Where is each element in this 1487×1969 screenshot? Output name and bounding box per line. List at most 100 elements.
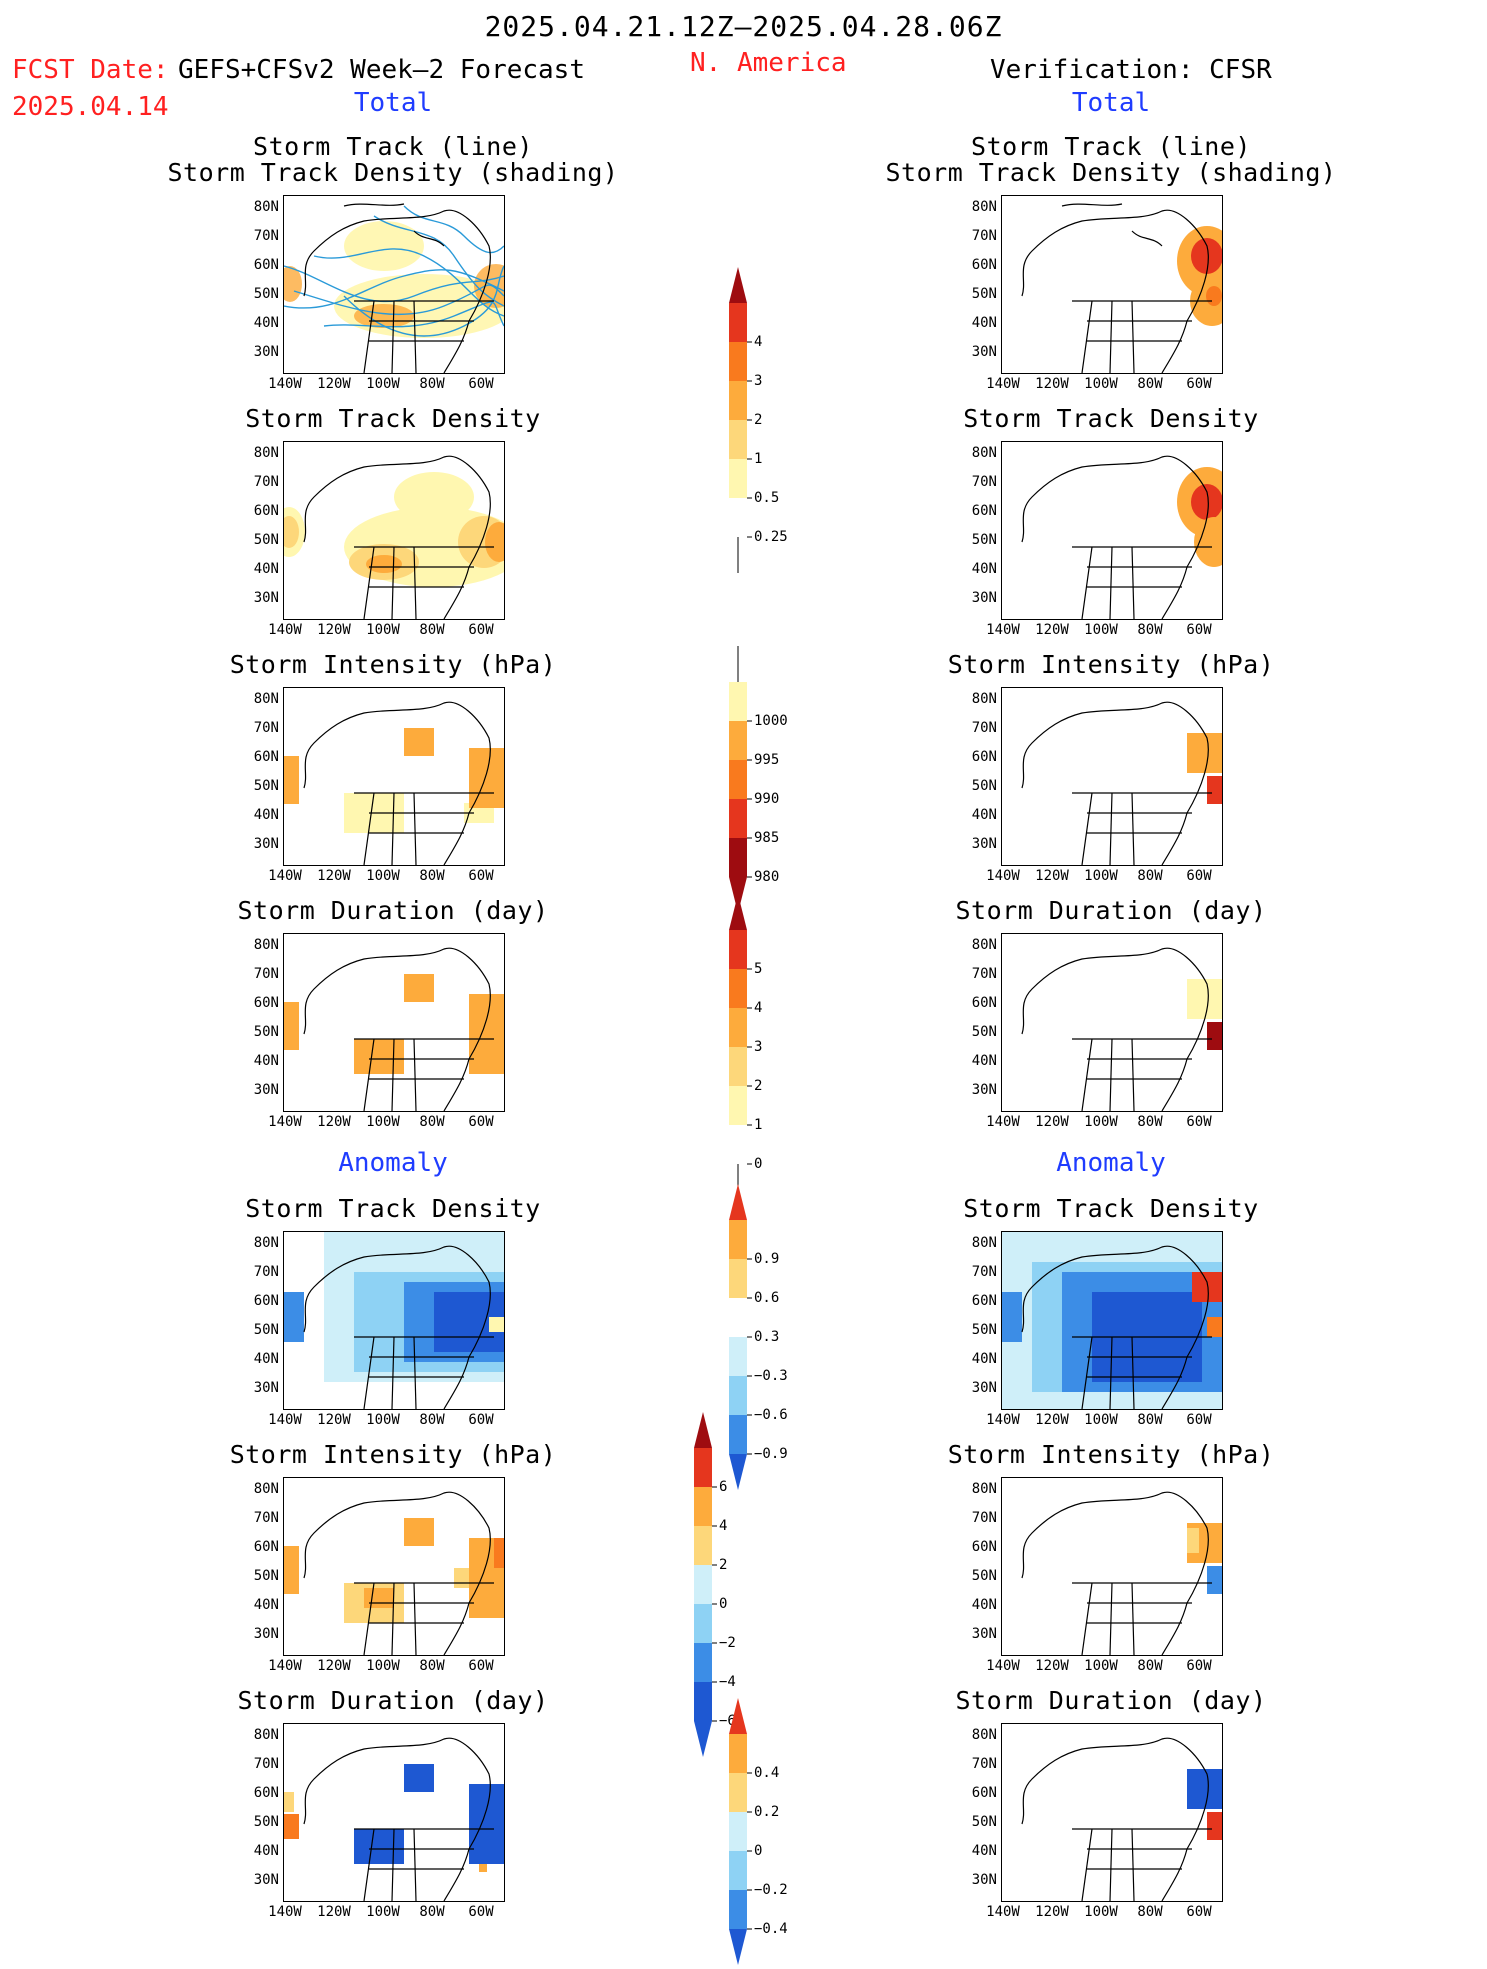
lon-tick-label: 140W bbox=[986, 1658, 1020, 1674]
lon-tick-label: 100W bbox=[366, 376, 400, 392]
map-panel-density-anom-right bbox=[1001, 1231, 1223, 1410]
map-intensity-anom-right bbox=[1021, 1491, 1222, 1655]
colorbar-density-anom-label: 0.3 bbox=[754, 1329, 780, 1345]
lat-tick-label: 80N bbox=[253, 445, 279, 461]
colorbar-intensity-label: 990 bbox=[754, 791, 780, 807]
colorbar-density-anom: 0.9 0.6 0.3 −0.3 −0.6 −0.9 bbox=[729, 1180, 809, 1494]
lon-tick-label: 140W bbox=[268, 868, 302, 884]
lat-tick-label: 50N bbox=[253, 1814, 279, 1830]
colorbar-intensity-anom: 6 4 2 0 −2 −4 −6 bbox=[694, 1408, 774, 1761]
map-panel-duration-anom-left bbox=[283, 1723, 505, 1902]
date-range-title: 2025.04.21.12Z–2025.04.28.06Z bbox=[484, 10, 1003, 43]
map-track-left bbox=[284, 203, 504, 373]
colorbar-intensity-anom-label: 2 bbox=[719, 1557, 728, 1573]
lon-tick-label: 60W bbox=[1186, 1904, 1212, 1920]
lon-tick-label: 80W bbox=[1137, 868, 1163, 884]
panel-title-duration-anom-right: Storm Duration (day) bbox=[955, 1686, 1267, 1715]
lon-tick-label: 60W bbox=[468, 1658, 494, 1674]
colorbar-intensity-anom-label: 0 bbox=[719, 1596, 728, 1612]
lat-tick-label: 70N bbox=[971, 720, 997, 736]
colorbar-density-label: 2 bbox=[754, 412, 763, 428]
map-panel-duration-left bbox=[283, 933, 505, 1112]
lon-tick-label: 80W bbox=[419, 1412, 445, 1428]
colorbar-duration-graphic bbox=[729, 894, 752, 1200]
colorbar-duration-anom-label: 0.2 bbox=[754, 1804, 780, 1820]
lon-tick-label: 100W bbox=[1084, 1658, 1118, 1674]
colorbar-duration-anom: 0.4 0.2 0 −0.2 −0.4 bbox=[729, 1694, 809, 1969]
map-panel-intensity-right bbox=[1001, 687, 1223, 866]
colorbar-density: 4 3 2 1 0.5 0.25 bbox=[729, 263, 809, 577]
colorbar-density-anom-label: 0.9 bbox=[754, 1251, 780, 1267]
colorbar-duration-label: 3 bbox=[754, 1039, 763, 1055]
map-duration-left bbox=[284, 947, 504, 1111]
map-panel-intensity-left bbox=[283, 687, 505, 866]
map-panel-density-right bbox=[1001, 441, 1223, 620]
lon-tick-label: 100W bbox=[1084, 868, 1118, 884]
map-intensity-right bbox=[1021, 701, 1222, 865]
section-anomaly-right: Anomaly bbox=[1056, 1148, 1166, 1178]
colorbar-duration-label: 5 bbox=[754, 961, 763, 977]
lat-tick-label: 50N bbox=[971, 778, 997, 794]
lat-tick-label: 50N bbox=[253, 778, 279, 794]
lon-tick-label: 80W bbox=[1137, 1658, 1163, 1674]
colorbar-density-label: 0.5 bbox=[754, 490, 780, 506]
lon-tick-label: 60W bbox=[1186, 1412, 1212, 1428]
map-panel-track-left bbox=[283, 195, 505, 374]
colorbar-intensity-label: 1000 bbox=[754, 713, 788, 729]
map-duration-right bbox=[1021, 947, 1222, 1111]
region-label: N. America bbox=[690, 48, 847, 78]
map-track-right bbox=[1021, 203, 1222, 373]
verification-label: Verification: CFSR bbox=[990, 55, 1272, 85]
lat-tick-label: 70N bbox=[253, 474, 279, 490]
lat-tick-label: 40N bbox=[253, 1053, 279, 1069]
lat-tick-label: 40N bbox=[971, 1351, 997, 1367]
lat-tick-label: 80N bbox=[971, 691, 997, 707]
map-density-right bbox=[1021, 455, 1222, 619]
lon-tick-label: 60W bbox=[1186, 1658, 1212, 1674]
lon-tick-label: 80W bbox=[419, 1114, 445, 1130]
lon-tick-label: 140W bbox=[986, 1904, 1020, 1920]
lat-tick-label: 80N bbox=[253, 199, 279, 215]
colorbar-intensity-label: 995 bbox=[754, 752, 780, 768]
colorbar-intensity-label: 980 bbox=[754, 869, 780, 885]
section-total-left: Total bbox=[353, 88, 433, 118]
colorbar-density-label: 3 bbox=[754, 373, 763, 389]
lat-tick-label: 40N bbox=[971, 315, 997, 331]
colorbar-density-anom-graphic bbox=[729, 1184, 752, 1490]
lat-tick-label: 70N bbox=[971, 1510, 997, 1526]
colorbar-density-anom-label: −0.9 bbox=[754, 1446, 788, 1462]
panel-title-duration-left: Storm Duration (day) bbox=[237, 896, 549, 925]
panel-title-density-anom-left: Storm Track Density bbox=[245, 1194, 541, 1223]
lat-tick-label: 60N bbox=[253, 257, 279, 273]
lat-tick-label: 50N bbox=[971, 1024, 997, 1040]
colorbar-density-anom-label: −0.6 bbox=[754, 1407, 788, 1423]
lon-tick-label: 120W bbox=[1035, 622, 1069, 638]
lat-tick-label: 70N bbox=[971, 1264, 997, 1280]
lat-tick-label: 60N bbox=[971, 257, 997, 273]
lon-tick-label: 60W bbox=[468, 376, 494, 392]
lon-tick-label: 100W bbox=[366, 868, 400, 884]
colorbar-duration-anom-label: −0.4 bbox=[754, 1921, 788, 1937]
colorbar-density-graphic bbox=[729, 267, 752, 573]
lat-tick-label: 80N bbox=[253, 691, 279, 707]
lat-tick-label: 30N bbox=[971, 836, 997, 852]
lon-tick-label: 140W bbox=[986, 1114, 1020, 1130]
lon-tick-label: 140W bbox=[268, 1658, 302, 1674]
panel-title-intensity-right: Storm Intensity (hPa) bbox=[947, 650, 1275, 679]
lat-tick-label: 40N bbox=[971, 807, 997, 823]
map-duration-anom-left bbox=[284, 1737, 504, 1901]
lon-tick-label: 100W bbox=[366, 1412, 400, 1428]
lon-tick-label: 120W bbox=[1035, 868, 1069, 884]
lat-tick-label: 80N bbox=[971, 1481, 997, 1497]
panel-title-track-shading-right: Storm Track Density (shading) bbox=[885, 158, 1337, 187]
lat-tick-label: 30N bbox=[253, 1626, 279, 1642]
lon-tick-label: 60W bbox=[468, 1412, 494, 1428]
lat-tick-label: 70N bbox=[253, 1264, 279, 1280]
lon-tick-label: 60W bbox=[1186, 622, 1212, 638]
lat-tick-label: 50N bbox=[971, 532, 997, 548]
colorbar-duration-label: 0 bbox=[754, 1156, 763, 1172]
lon-tick-label: 60W bbox=[1186, 376, 1212, 392]
lat-tick-label: 60N bbox=[253, 749, 279, 765]
lon-tick-label: 100W bbox=[366, 1904, 400, 1920]
colorbar-duration-label: 1 bbox=[754, 1117, 763, 1133]
